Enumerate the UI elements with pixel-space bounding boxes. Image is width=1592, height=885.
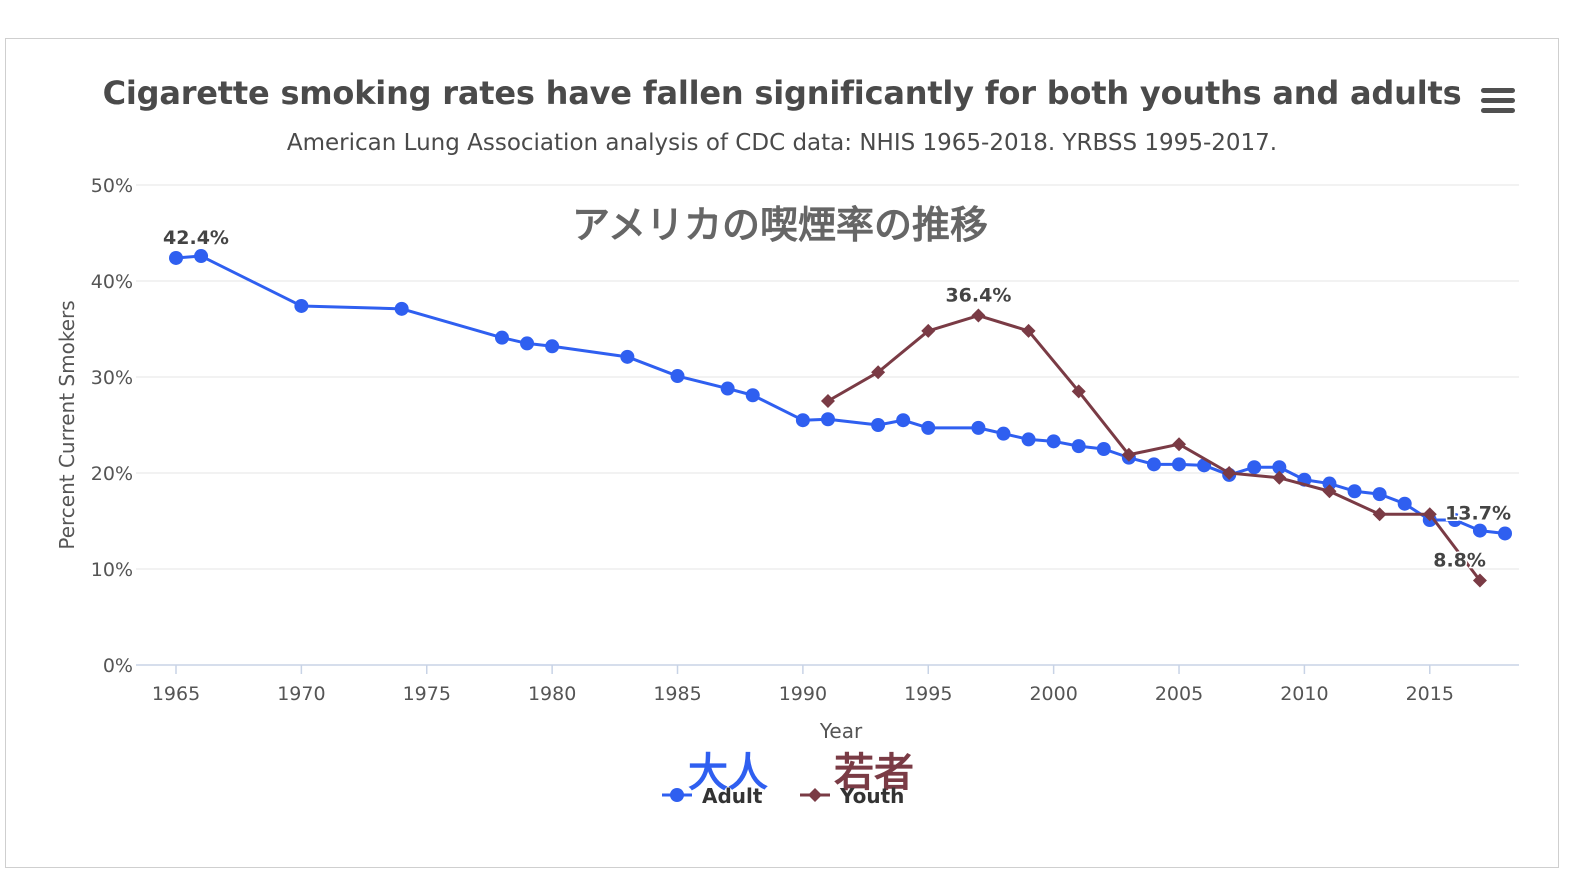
data-point-adult: [620, 349, 635, 364]
data-point-adult: [1146, 457, 1161, 472]
grid-lines: [136, 184, 1519, 666]
chart-title: Cigarette smoking rates have fallen sign…: [102, 74, 1462, 112]
data-point-youth: [971, 308, 986, 323]
data-point-adult: [1498, 526, 1512, 541]
data-point-youth: [1322, 484, 1337, 499]
data-point-adult: [494, 330, 509, 345]
data-point-adult: [1372, 487, 1387, 502]
y-tick-label: 30%: [91, 367, 133, 389]
data-point-youth: [871, 365, 886, 380]
data-point-adult: [996, 426, 1011, 441]
data-point-youth: [1071, 384, 1086, 399]
data-point-adult: [394, 301, 409, 316]
x-axis-title: Year: [819, 719, 863, 743]
legend-marker-adult: [662, 788, 692, 802]
menu-bar: [1481, 108, 1515, 113]
data-point-adult: [1472, 523, 1487, 538]
data-point-adult: [971, 420, 986, 435]
data-point-adult: [1247, 460, 1262, 475]
data-point-youth: [1472, 573, 1487, 588]
x-tick-label: 1965: [152, 683, 200, 705]
x-tick-label: 1995: [904, 683, 952, 705]
data-point-adult: [1021, 432, 1036, 447]
series-line-youth: [827, 314, 1482, 582]
axes: 0% 10% 20% 30% 40% 50% 1965 1970 1975 1980 1985 199…: [91, 175, 1454, 705]
data-point-adult: [896, 413, 911, 428]
data-label-adult: 13.7%: [1445, 502, 1511, 524]
data-point-adult: [1397, 496, 1412, 511]
legend-jp-adult: 大人: [688, 750, 768, 796]
data-point-adult: [1347, 484, 1362, 499]
x-tick-label: 1980: [528, 683, 576, 705]
data-point-adult: [820, 412, 835, 427]
data-point-adult: [294, 298, 309, 313]
data-point-youth: [820, 394, 835, 408]
data-point-adult: [545, 339, 560, 354]
data-point-adult: [745, 388, 760, 403]
data-point-youth: [1372, 507, 1387, 522]
legend-marker-youth: [800, 788, 830, 802]
data-point-adult: [670, 369, 685, 384]
x-tick-label: 1985: [653, 683, 701, 705]
data-point-adult: [871, 418, 886, 432]
data-point-adult: [520, 336, 535, 351]
hamburger-menu-icon[interactable]: [1481, 88, 1515, 116]
data-point-youth: [1172, 437, 1187, 452]
menu-bar: [1481, 98, 1515, 103]
data-point-adult: [1046, 434, 1061, 449]
x-tick-label: 2015: [1406, 683, 1454, 705]
y-tick-label: 10%: [91, 559, 133, 581]
data-point-adult: [169, 250, 183, 265]
data-point-youth: [1222, 466, 1237, 480]
data-point-adult: [1272, 460, 1287, 475]
data-point-adult: [194, 249, 209, 264]
y-tick-label: 20%: [91, 463, 133, 485]
data-labels: 42.4% 13.7% 36.4% 8.8%: [162, 225, 1513, 573]
legend-label-adult: Adult: [702, 784, 763, 808]
data-label-adult: 42.4%: [163, 227, 229, 249]
data-point-youth: [1021, 323, 1036, 338]
series-group: [169, 249, 1512, 588]
x-tick-label: 1970: [277, 683, 325, 705]
data-point-adult: [1096, 442, 1111, 456]
legend-label-youth: Youth: [840, 784, 905, 808]
data-point-youth: [1121, 447, 1136, 462]
menu-bar: [1481, 88, 1515, 93]
x-tick-label: 2010: [1280, 683, 1328, 705]
x-tick-label: 1975: [403, 683, 451, 705]
y-tick-label: 50%: [91, 175, 133, 197]
legend: 大人 Adult 若者 Youth: [660, 740, 960, 810]
data-point-adult: [795, 413, 810, 428]
x-tick-label: 2000: [1029, 683, 1077, 705]
overlay-annotation: アメリカの喫煙率の推移: [572, 203, 988, 247]
x-tick-label: 1990: [779, 683, 827, 705]
data-point-adult: [1172, 457, 1187, 472]
data-point-adult: [720, 381, 735, 396]
y-axis-title: Percent Current Smokers: [55, 300, 79, 549]
data-point-adult: [1447, 513, 1462, 528]
data-label-youth: 36.4%: [945, 285, 1011, 307]
legend-item-youth[interactable]: 若者 Youth: [798, 740, 928, 810]
y-tick-label: 40%: [91, 271, 133, 293]
data-point-youth: [1422, 507, 1437, 522]
data-point-youth: [921, 323, 936, 338]
data-point-adult: [1322, 476, 1337, 491]
x-tick-label: 2005: [1155, 683, 1203, 705]
chart-subtitle: American Lung Association analysis of CD…: [286, 130, 1278, 156]
data-label-youth: 8.8%: [1433, 550, 1486, 572]
chart-container: [5, 38, 1559, 868]
y-tick-label: 0%: [103, 655, 133, 677]
data-point-youth: [1272, 470, 1287, 485]
data-point-adult: [1071, 439, 1086, 454]
legend-item-adult[interactable]: 大人 Adult: [660, 740, 780, 810]
legend-jp-youth: 若者: [834, 750, 914, 796]
data-point-adult: [921, 420, 936, 435]
